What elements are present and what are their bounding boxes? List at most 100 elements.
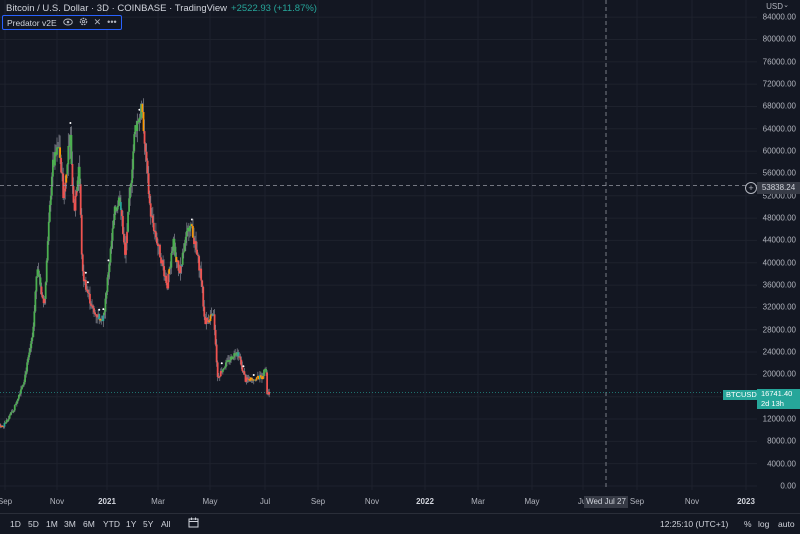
- candle-body: [75, 196, 77, 211]
- signal-dot: [87, 281, 89, 283]
- time-axis-label: Sep: [0, 497, 12, 506]
- eye-icon[interactable]: [63, 18, 73, 28]
- price-axis-label: 76000.00: [763, 57, 796, 66]
- candle-body: [9, 415, 11, 418]
- price-axis-label: 72000.00: [763, 80, 796, 89]
- timeframe-1d[interactable]: 1D: [10, 519, 21, 529]
- clock-label[interactable]: 12:25:10 (UTC+1): [660, 519, 728, 529]
- price-chart[interactable]: [0, 0, 757, 513]
- time-axis-label: Nov: [50, 497, 64, 506]
- time-axis-label: Nov: [685, 497, 699, 506]
- candle-body: [216, 345, 218, 363]
- candle-body: [48, 222, 50, 241]
- candle-body: [14, 405, 16, 411]
- time-axis-label: Nov: [365, 497, 379, 506]
- price-axis-label: 56000.00: [763, 169, 796, 178]
- signal-dot: [242, 365, 244, 367]
- candle-body: [33, 311, 35, 326]
- auto-scale-toggle[interactable]: auto: [778, 519, 795, 529]
- last-price-tag: 16741.40 2d 13h: [757, 389, 800, 409]
- price-axis-label: 84000.00: [763, 13, 796, 22]
- time-axis-label: Mar: [471, 497, 485, 506]
- symbol-title-text: Bitcoin / U.S. Dollar · 3D · COINBASE · …: [6, 3, 227, 14]
- time-axis-label: Jul: [260, 497, 270, 506]
- price-axis-label: 48000.00: [763, 214, 796, 223]
- log-scale-toggle[interactable]: log: [758, 519, 769, 529]
- price-axis-label: 80000.00: [763, 35, 796, 44]
- price-change: +2522.93 (+11.87%): [231, 3, 317, 14]
- symbol-title: Bitcoin / U.S. Dollar · 3D · COINBASE · …: [6, 3, 317, 14]
- date-range-icon[interactable]: [188, 517, 199, 530]
- signal-dot: [253, 374, 255, 376]
- last-price-value: 16741.40: [761, 389, 800, 399]
- candle-body: [263, 370, 265, 376]
- timeframe-3m[interactable]: 3M: [64, 519, 76, 529]
- add-alert-icon[interactable]: +: [745, 182, 757, 194]
- time-axis-label: 2023: [737, 497, 755, 506]
- time-axis-label: 2022: [416, 497, 434, 506]
- time-axis-label: May: [524, 497, 539, 506]
- price-axis[interactable]: 84000.00 80000.00 76000.00 72000.00 68000.00…: [757, 0, 800, 513]
- candle-body: [132, 151, 134, 169]
- time-axis-label: Mar: [151, 497, 165, 506]
- chart-pane[interactable]: [0, 0, 757, 513]
- bottom-toolbar: 1D 5D 1M 3M 6M YTD 1Y 5Y All 12:25:10 (U…: [0, 513, 800, 534]
- timeframe-ytd[interactable]: YTD: [103, 519, 120, 529]
- currency-label[interactable]: USD: [766, 2, 783, 11]
- timeframe-1y[interactable]: 1Y: [126, 519, 136, 529]
- price-axis-label: 24000.00: [763, 348, 796, 357]
- price-axis-label: 4000.00: [767, 459, 796, 468]
- candle-body: [81, 215, 83, 255]
- bar-countdown: 2d 13h: [761, 399, 800, 409]
- percent-scale-toggle[interactable]: %: [744, 519, 752, 529]
- candle-body: [94, 312, 96, 314]
- candle-body: [36, 276, 38, 291]
- candle-body: [112, 228, 114, 240]
- price-axis-label: 0.00: [780, 482, 796, 491]
- timeframe-all[interactable]: All: [161, 519, 170, 529]
- price-axis-label: 20000.00: [763, 370, 796, 379]
- time-axis-label: Sep: [630, 497, 644, 506]
- price-axis-label: 60000.00: [763, 147, 796, 156]
- indicator-legend[interactable]: Predator v2E ✕ •••: [2, 15, 122, 30]
- timeframe-5d[interactable]: 5D: [28, 519, 39, 529]
- more-icon[interactable]: •••: [107, 18, 116, 27]
- price-axis-label: 68000.00: [763, 102, 796, 111]
- candle-body: [126, 232, 128, 243]
- price-axis-label: 12000.00: [763, 415, 796, 424]
- symbol-tag: BTCUSD: [723, 390, 760, 400]
- indicator-name: Predator v2E: [7, 18, 57, 28]
- candle-body: [153, 223, 155, 231]
- price-axis-label: 40000.00: [763, 258, 796, 267]
- candle-body: [200, 269, 202, 281]
- signal-dot: [69, 122, 71, 124]
- settings-icon[interactable]: [79, 17, 88, 28]
- crosshair-date-label: Wed Jul 27: [584, 496, 628, 508]
- time-axis-label: 2021: [98, 497, 116, 506]
- time-axis-label: Sep: [311, 497, 325, 506]
- timeframe-1m[interactable]: 1M: [46, 519, 58, 529]
- crosshair-price-label: 53838.24: [757, 182, 800, 194]
- candle-body: [46, 261, 48, 283]
- timeframe-6m[interactable]: 6M: [83, 519, 95, 529]
- close-icon[interactable]: ✕: [94, 18, 102, 27]
- signal-dot: [85, 272, 87, 274]
- candle-body: [183, 251, 185, 252]
- candle-body: [170, 253, 172, 268]
- candle-body: [165, 276, 167, 283]
- signal-dot: [221, 362, 223, 364]
- timeframe-5y[interactable]: 5Y: [143, 519, 153, 529]
- price-axis-label: 44000.00: [763, 236, 796, 245]
- candle-body: [20, 389, 22, 393]
- chevron-down-icon[interactable]: ⌄: [783, 1, 789, 9]
- signal-dot: [98, 309, 100, 311]
- candle-body: [31, 337, 33, 341]
- candle-body: [144, 131, 146, 144]
- candle-body: [127, 212, 129, 232]
- price-axis-label: 32000.00: [763, 303, 796, 312]
- price-axis-label: 28000.00: [763, 325, 796, 334]
- candle-body: [268, 392, 270, 395]
- price-axis-label: 64000.00: [763, 124, 796, 133]
- price-axis-label: 8000.00: [767, 437, 796, 446]
